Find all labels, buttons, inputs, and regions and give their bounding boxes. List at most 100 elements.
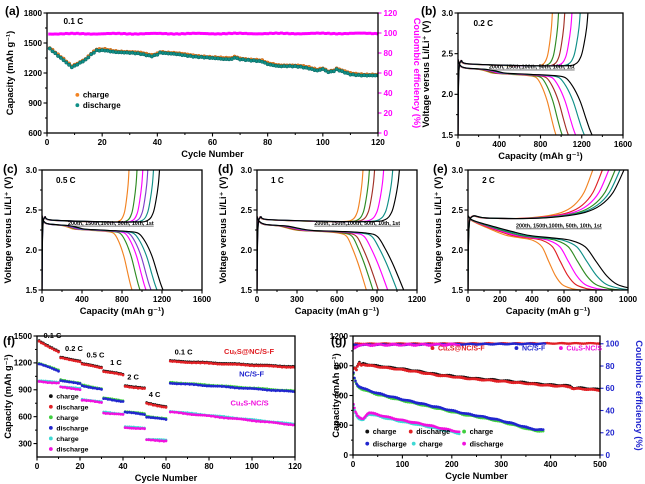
svg-text:Voltage versus Li/Li⁺ (V): Voltage versus Li/Li⁺ (V)	[433, 176, 443, 283]
svg-text:discharge: discharge	[56, 425, 88, 432]
panel-f-rate-capability: 0 20 40 60 80 100 120 300 600 900 1200 1500 Cycle Nu…	[2, 331, 330, 484]
svg-text:2.0: 2.0	[26, 246, 38, 255]
svg-text:800: 800	[534, 140, 548, 149]
svg-text:500: 500	[593, 460, 607, 469]
svg-text:1200: 1200	[24, 69, 43, 78]
svg-text:1 C: 1 C	[271, 176, 284, 185]
svg-text:Capacity (mAh g⁻¹): Capacity (mAh g⁻¹)	[80, 306, 164, 316]
svg-text:3.0: 3.0	[452, 166, 464, 175]
svg-text:0.1 C: 0.1 C	[175, 347, 194, 356]
svg-text:discharge: discharge	[470, 439, 504, 448]
svg-text:2.0: 2.0	[442, 90, 454, 99]
svg-text:charge: charge	[83, 91, 110, 100]
panel-g-long-cycling: 0 100 200 300 400 500 0 300 600 900 1200 0 20 40 60 80 1…	[330, 332, 645, 484]
svg-text:100: 100	[396, 460, 410, 469]
svg-text:400: 400	[492, 140, 506, 149]
svg-text:900: 900	[334, 362, 348, 371]
svg-text:900: 900	[370, 295, 384, 304]
svg-text:CuₓS-NC/S: CuₓS-NC/S	[231, 399, 269, 408]
svg-text:1500: 1500	[24, 39, 43, 48]
svg-text:600: 600	[334, 391, 348, 400]
svg-text:400: 400	[544, 460, 558, 469]
svg-text:40: 40	[384, 89, 394, 98]
svg-text:20: 20	[384, 109, 394, 118]
svg-text:1200: 1200	[330, 332, 349, 341]
svg-text:Voltage versus Li/Li⁺ (V): Voltage versus Li/Li⁺ (V)	[218, 176, 228, 283]
svg-text:80: 80	[384, 49, 394, 58]
svg-text:2 C: 2 C	[127, 373, 139, 382]
svg-text:300: 300	[18, 439, 32, 448]
svg-text:2 C: 2 C	[482, 176, 495, 185]
svg-text:100: 100	[384, 29, 398, 38]
panel-e-voltage-profiles-2C: 0 200 400 600 800 1000 1.5 2.0 2.5 3.0 Capacity (m…	[432, 160, 643, 332]
svg-text:charge: charge	[470, 427, 494, 436]
svg-text:(e): (e)	[433, 162, 448, 176]
panel-a-cycling-0.1C: 0 20 40 60 80 100 120 600 900 1200 1500 1800 0 20 40 60…	[4, 2, 422, 160]
svg-text:100: 100	[316, 138, 330, 147]
svg-text:Cycle Number: Cycle Number	[445, 471, 508, 481]
svg-text:CuₓS@NC/S-F: CuₓS@NC/S-F	[224, 347, 274, 356]
svg-text:0.1 C: 0.1 C	[64, 17, 84, 26]
svg-text:20: 20	[606, 429, 616, 438]
svg-text:0: 0	[466, 295, 471, 304]
svg-text:charge: charge	[56, 394, 79, 401]
svg-text:Cycle Number: Cycle Number	[181, 149, 244, 159]
svg-text:Coulombic efficiency (%): Coulombic efficiency (%)	[412, 18, 422, 129]
svg-text:200th, 150th,100th, 50th, 10th: 200th, 150th,100th, 50th, 10th, 1st	[314, 221, 400, 227]
svg-text:3.0: 3.0	[26, 166, 38, 175]
svg-text:1 C: 1 C	[110, 358, 122, 367]
svg-text:400: 400	[525, 295, 539, 304]
svg-text:60: 60	[208, 138, 218, 147]
svg-text:NC/S-F: NC/S-F	[239, 370, 264, 379]
svg-text:200: 200	[493, 295, 507, 304]
svg-text:1.5: 1.5	[241, 286, 253, 295]
svg-text:40: 40	[118, 462, 128, 471]
svg-text:0: 0	[255, 295, 260, 304]
svg-text:400: 400	[75, 295, 89, 304]
svg-text:1800: 1800	[24, 9, 43, 18]
svg-text:80: 80	[204, 462, 214, 471]
svg-text:300: 300	[334, 421, 348, 430]
svg-text:discharge: discharge	[56, 404, 88, 411]
svg-text:100: 100	[606, 340, 620, 349]
svg-text:discharge: discharge	[373, 439, 407, 448]
svg-text:1.5: 1.5	[442, 131, 454, 140]
svg-text:(c): (c)	[3, 162, 18, 176]
svg-text:1600: 1600	[614, 140, 633, 149]
svg-text:0: 0	[456, 140, 461, 149]
svg-text:0.5 C: 0.5 C	[56, 176, 76, 185]
svg-text:120: 120	[371, 138, 385, 147]
svg-text:40: 40	[153, 138, 163, 147]
svg-text:2.5: 2.5	[26, 206, 38, 215]
svg-text:2.0: 2.0	[241, 246, 253, 255]
svg-text:charge: charge	[373, 427, 397, 436]
svg-text:1500: 1500	[14, 332, 33, 341]
svg-text:800: 800	[589, 295, 603, 304]
svg-text:120: 120	[288, 462, 302, 471]
svg-text:200: 200	[445, 460, 459, 469]
svg-text:60: 60	[161, 462, 171, 471]
svg-text:(a): (a)	[5, 4, 20, 18]
svg-text:0.2 C: 0.2 C	[65, 344, 84, 353]
svg-text:0: 0	[384, 129, 389, 138]
svg-text:Capacity (mAh g⁻¹): Capacity (mAh g⁻¹)	[295, 306, 379, 316]
svg-text:120: 120	[384, 9, 398, 18]
svg-text:0: 0	[343, 451, 348, 460]
svg-text:40: 40	[606, 406, 616, 415]
svg-text:1.5: 1.5	[452, 286, 464, 295]
svg-text:80: 80	[606, 362, 616, 371]
svg-text:20: 20	[98, 138, 108, 147]
svg-text:800: 800	[115, 295, 129, 304]
svg-text:2.5: 2.5	[452, 206, 464, 215]
svg-text:600: 600	[18, 412, 32, 421]
svg-text:2.5: 2.5	[442, 49, 454, 58]
svg-text:2.0: 2.0	[452, 246, 464, 255]
svg-text:Capacity (mAh g⁻¹): Capacity (mAh g⁻¹)	[5, 31, 15, 115]
svg-text:20: 20	[75, 462, 85, 471]
svg-text:3.0: 3.0	[442, 9, 454, 18]
svg-text:0.1 C: 0.1 C	[43, 331, 62, 340]
panel-b-voltage-profiles-0.2C: 0 400 800 1200 1600 1.5 2.0 2.5 3.0 Capacity (mAh…	[420, 2, 643, 161]
svg-text:0: 0	[35, 462, 40, 471]
svg-text:300: 300	[494, 460, 508, 469]
